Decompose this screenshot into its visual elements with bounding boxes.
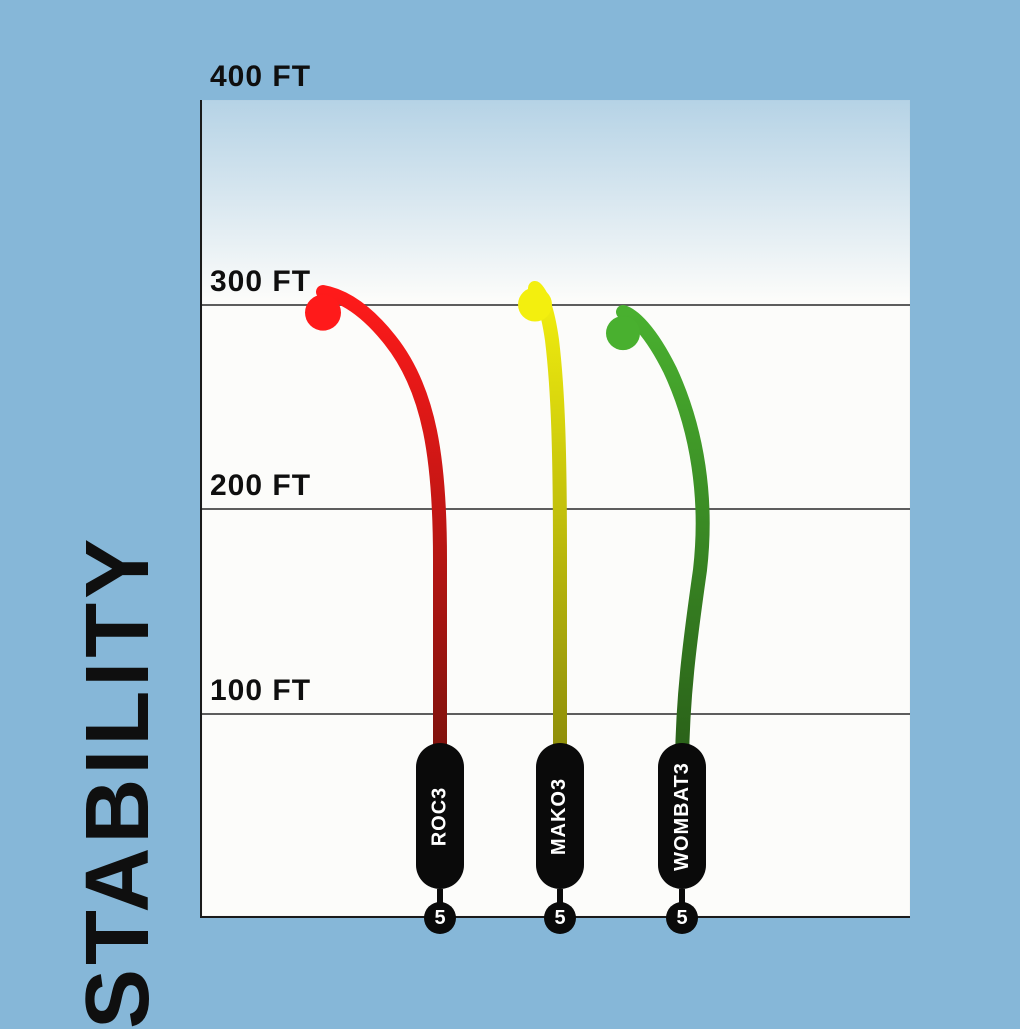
disc-name: MAKO3: [549, 777, 572, 854]
flight-chart: 100 FT200 FT300 FT 400 FT STABILITY ROC3…: [0, 0, 1020, 1020]
flight-path: [535, 288, 560, 770]
disc-name: WOMBAT3: [671, 762, 694, 871]
speed-badge: 5: [424, 902, 456, 934]
speed-badge: 5: [666, 902, 698, 934]
flight-path: [323, 292, 440, 770]
flight-paths: [0, 0, 1020, 1020]
landing-dot: [305, 295, 341, 331]
disc-label-pill: WOMBAT3: [658, 743, 706, 889]
disc-name: ROC3: [429, 786, 452, 846]
disc-label-pill: ROC3: [416, 743, 464, 889]
speed-badge: 5: [544, 902, 576, 934]
landing-dot: [518, 288, 552, 322]
disc-label-pill: MAKO3: [536, 743, 584, 889]
flight-path: [623, 312, 703, 770]
landing-dot: [606, 316, 640, 350]
